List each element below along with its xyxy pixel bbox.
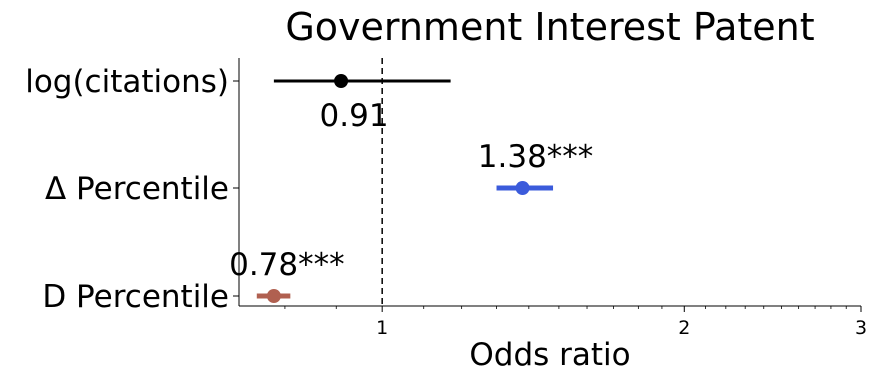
estimate-marks: 0.91 1.38*** 0.78***	[229, 74, 593, 303]
value-label: 0.78***	[229, 247, 345, 283]
y-ticks: log(citations) Δ Percentile D Percentile	[25, 64, 239, 315]
estimate-point	[515, 181, 530, 195]
y-tick-label: log(citations)	[25, 64, 229, 100]
estimate-point	[334, 74, 349, 88]
y-tick-label: Δ Percentile	[45, 171, 229, 207]
chart-title: Government Interest Patent	[285, 5, 814, 49]
x-tick-label: 1	[376, 317, 388, 339]
x-axis-label: Odds ratio	[469, 337, 630, 368]
x-tick-label: 2	[678, 317, 690, 339]
value-label: 0.91	[320, 98, 389, 134]
x-tick-label: 3	[855, 317, 867, 339]
estimate-point	[266, 289, 281, 303]
x-ticks: 1 2 3	[284, 306, 867, 339]
value-label: 1.38***	[478, 139, 594, 175]
y-tick-label: D Percentile	[42, 279, 229, 315]
